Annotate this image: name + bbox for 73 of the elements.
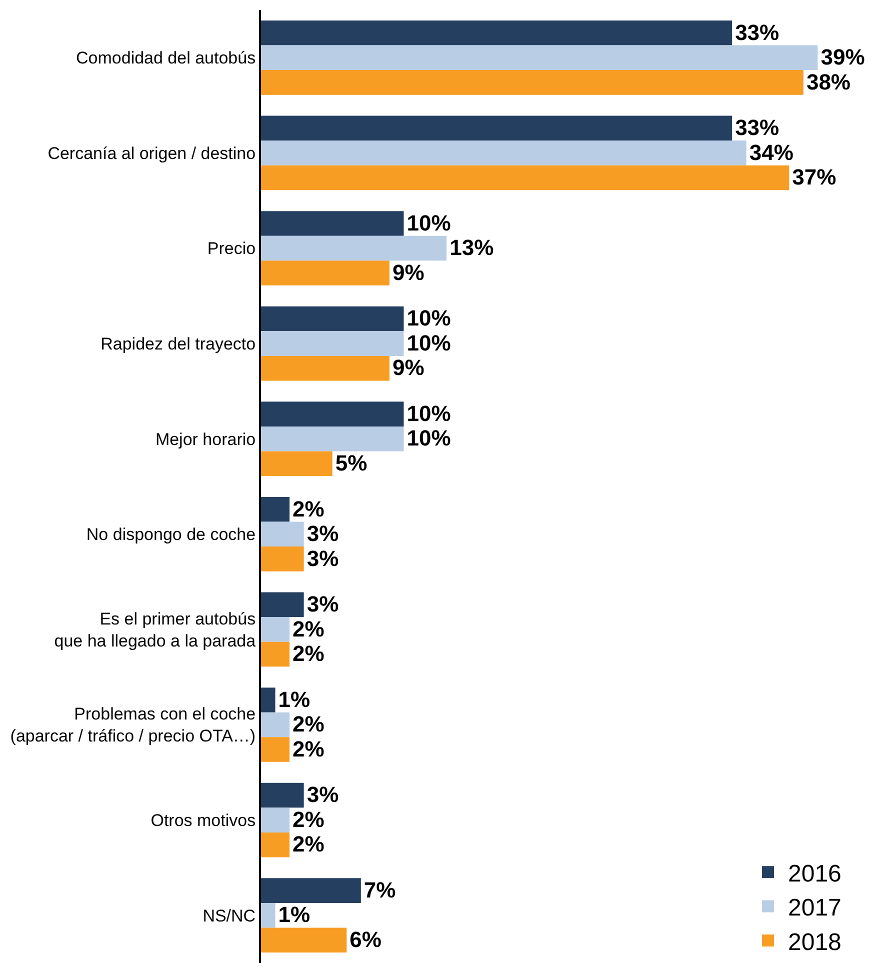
bar [261,832,290,858]
data-label: 2% [292,616,324,642]
bar [261,165,790,190]
bar [261,496,290,522]
y-tick-label: Otros motivos [150,811,256,830]
data-label: 1% [278,686,310,712]
y-tick-label: Cercanía al origen / destino [48,144,256,163]
data-label: 2% [292,641,324,666]
data-label: 3% [306,546,339,571]
data-label: 9% [392,355,424,380]
bar [261,356,390,381]
data-label: 9% [392,260,424,285]
data-label: 3% [306,592,339,617]
data-label: 33% [735,20,780,45]
bar [261,902,276,928]
data-label: 10% [406,306,451,331]
data-label: 2% [292,736,324,762]
bar [261,236,447,261]
y-tick-label: Es el primer autobús que ha llegado a la parada [54,609,256,650]
bar [261,211,404,236]
bar [261,426,404,452]
data-label: 2% [292,806,324,832]
bar [261,878,361,903]
data-label: 3% [306,521,339,546]
y-tick-label: No dispongo de coche [86,525,256,544]
bar [261,617,290,642]
y-tick-label: NS/NC [202,906,256,926]
bar [261,70,804,95]
y-tick-label: Comodidad del autobús [76,48,256,68]
y-tick-label: Problemas con el coche (aparcar / tráfico / precio OTA…) [10,704,256,746]
data-label: 6% [350,927,382,952]
bar [261,642,290,667]
bar [261,688,276,712]
bar [261,522,304,547]
data-label: 5% [335,450,368,476]
bar [261,20,732,46]
bar [261,712,290,738]
data-label: 2% [292,712,324,737]
data-label: 2% [292,832,324,857]
bar [261,402,404,426]
bar [261,737,290,762]
legend-label: 2016 [788,860,842,888]
bar [261,928,347,953]
data-label: 39% [820,44,865,70]
data-label: 10% [406,400,451,426]
data-label: 10% [406,210,451,236]
legend-label: 2017 [788,894,842,922]
data-label: 10% [406,426,451,451]
data-label: 7% [364,877,396,902]
bar [261,592,304,618]
bar [261,546,304,572]
bar [261,808,290,832]
data-label: 38% [806,69,851,94]
bar [261,331,404,356]
data-label: 37% [792,164,836,190]
y-tick-label: Mejor horario [155,430,256,449]
bar [261,306,404,332]
data-label: 34% [749,140,794,165]
data-label: 33% [735,115,780,140]
bar [261,782,304,808]
y-tick-label: Precio [207,239,256,258]
bar [261,116,732,141]
data-label: 1% [278,902,310,928]
y-tick-label: Rapidez del trayecto [100,334,256,354]
bar [261,140,746,166]
data-label: 10% [406,330,451,356]
legend-label: 2018 [788,928,842,956]
bar [261,451,332,476]
data-label: 2% [292,496,324,522]
bar [261,45,818,70]
bar [261,260,390,286]
data-label: 13% [450,235,494,260]
data-label: 3% [306,782,339,808]
